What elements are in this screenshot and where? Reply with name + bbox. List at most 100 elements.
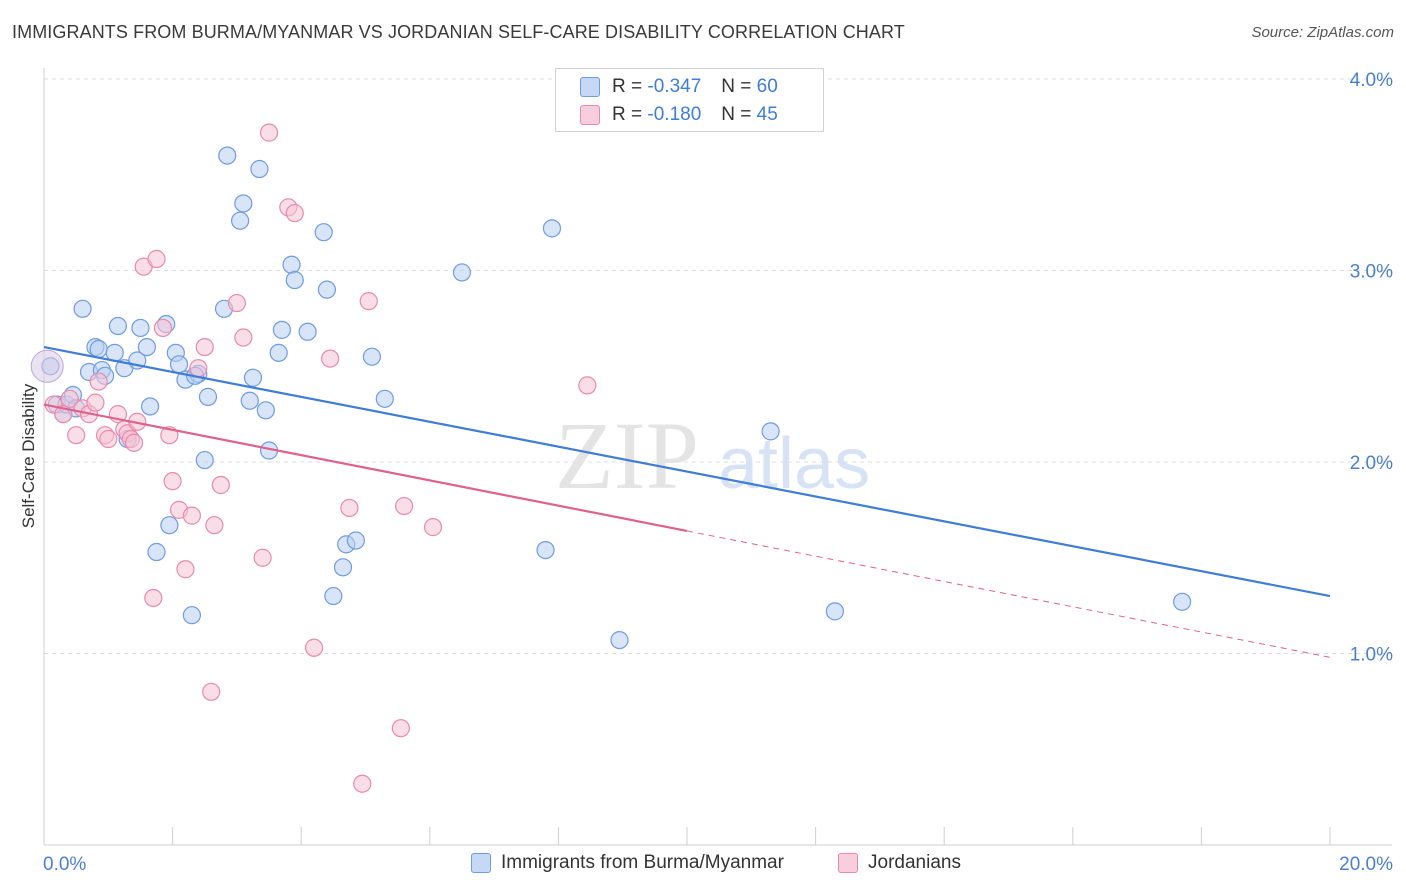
- jordanian-point: [253, 548, 272, 567]
- bottom-legend-label-jordanian: Jordanians: [868, 852, 961, 873]
- burma-point: [256, 401, 275, 420]
- burma-point: [317, 280, 337, 299]
- x-tick-label-min: 0.0%: [43, 854, 86, 875]
- burma-point: [282, 255, 301, 274]
- burma-point: [250, 159, 269, 179]
- jordanian-point: [182, 506, 201, 525]
- burma-point: [285, 270, 304, 290]
- burma-point: [198, 387, 218, 406]
- burma-point: [346, 531, 365, 550]
- trend-lines: [43, 346, 1331, 658]
- jordanian-point: [423, 518, 443, 537]
- jordanian-point: [321, 349, 340, 368]
- jordanian-point: [99, 429, 118, 449]
- y-axis-label: Self-Care Disability: [19, 383, 38, 528]
- legend-n-label: N =: [721, 104, 752, 125]
- bottom-legend-label-burma: Immigrants from Burma/Myanmar: [501, 852, 784, 873]
- burma-point: [231, 211, 250, 230]
- burma-point: [761, 422, 780, 441]
- burma-point: [160, 516, 179, 535]
- legend-r-value-2: -0.180: [647, 104, 702, 125]
- burma-point: [240, 391, 259, 410]
- jordanian-point: [163, 472, 182, 491]
- burma-point: [610, 630, 629, 650]
- series-jordanian-points: [44, 123, 597, 793]
- x-tick-label-max: 20.0%: [1339, 854, 1393, 875]
- watermark-atlas: atlas: [718, 424, 870, 504]
- burma-point: [362, 347, 382, 366]
- jordanian-point: [189, 359, 208, 378]
- watermark-zip: ZIP: [555, 402, 699, 509]
- jordanian-point: [202, 682, 221, 701]
- jordanian-point: [147, 249, 166, 269]
- burma-point: [137, 338, 156, 357]
- axes: [43, 68, 1392, 846]
- legend-r-label: R =: [612, 104, 643, 125]
- legend-swatch-blue: [580, 77, 600, 97]
- legend-r-label: R =: [612, 76, 643, 97]
- burma-point: [298, 322, 317, 341]
- series-burma-points: [30, 146, 1192, 650]
- y-tick-label: 2.0%: [1350, 453, 1393, 474]
- burma-point: [542, 219, 562, 238]
- burma-point: [269, 343, 288, 362]
- burma-point: [243, 368, 263, 387]
- jordanian-point: [259, 123, 279, 142]
- burma-point: [324, 586, 343, 606]
- jordanian-point: [89, 372, 108, 391]
- burma-trend-line: [43, 346, 1331, 598]
- jordanian-point: [227, 293, 246, 313]
- burma-point: [131, 318, 150, 338]
- legend-n-value-2: 45: [756, 104, 778, 125]
- jordanian-point: [176, 560, 195, 579]
- jordanian-point: [60, 389, 79, 408]
- correlation-legend: R = -0.347 N = 60 R = -0.180 N = 45: [555, 68, 824, 132]
- legend-r-value-1: -0.347: [647, 76, 702, 97]
- source-label: Source: ZipAtlas.com: [1251, 24, 1394, 41]
- burma-point: [108, 316, 128, 336]
- burma-point: [375, 389, 394, 408]
- burma-point: [147, 542, 166, 562]
- jordanian-point: [359, 292, 378, 311]
- y-tick-label: 4.0%: [1350, 70, 1393, 91]
- gridlines: [44, 78, 1392, 654]
- jordanian-trend-extension: [686, 530, 1331, 658]
- burma-point: [182, 606, 201, 625]
- burma-point: [140, 397, 160, 416]
- burma-point: [89, 339, 108, 359]
- burma-point-cluster: [30, 349, 64, 383]
- burma-point: [234, 194, 253, 213]
- bottom-legend-swatch-blue: [471, 853, 491, 873]
- legend-n-label: N =: [721, 76, 752, 97]
- legend-n-value-1: 60: [756, 76, 778, 97]
- bottom-legend-burma: Immigrants from Burma/Myanmar: [471, 852, 784, 874]
- bottom-legend-jordanian: Jordanians: [838, 852, 961, 874]
- jordanian-point: [86, 393, 105, 412]
- jordanian-point: [353, 774, 372, 793]
- burma-point: [452, 263, 472, 282]
- legend-row-burma: R = -0.347 N = 60: [580, 73, 778, 101]
- legend-row-jordanian: R = -0.180 N = 45: [580, 101, 778, 129]
- jordanian-point: [67, 426, 86, 445]
- burma-point: [218, 146, 237, 165]
- jordanian-point: [195, 338, 214, 357]
- burma-point: [825, 602, 844, 621]
- jordanian-point: [124, 433, 144, 452]
- legend-swatch-pink: [580, 105, 600, 125]
- burma-point: [169, 355, 189, 374]
- y-tick-label: 1.0%: [1350, 645, 1393, 666]
- jordanian-point: [144, 588, 163, 608]
- jordanian-point: [211, 475, 230, 495]
- jordanian-point: [285, 203, 304, 223]
- jordanian-point: [304, 638, 324, 657]
- burma-point: [195, 450, 214, 470]
- burma-point: [1173, 592, 1192, 611]
- jordanian-point: [340, 498, 359, 518]
- burma-point: [314, 223, 333, 242]
- jordanian-point: [394, 496, 414, 516]
- y-tick-label: 3.0%: [1350, 262, 1393, 283]
- jordanian-point: [234, 328, 253, 347]
- tick-labels: 1.0% 2.0% 3.0% 4.0% 0.0% 20.0%: [43, 70, 1393, 875]
- bottom-legend-swatch-pink: [838, 853, 858, 873]
